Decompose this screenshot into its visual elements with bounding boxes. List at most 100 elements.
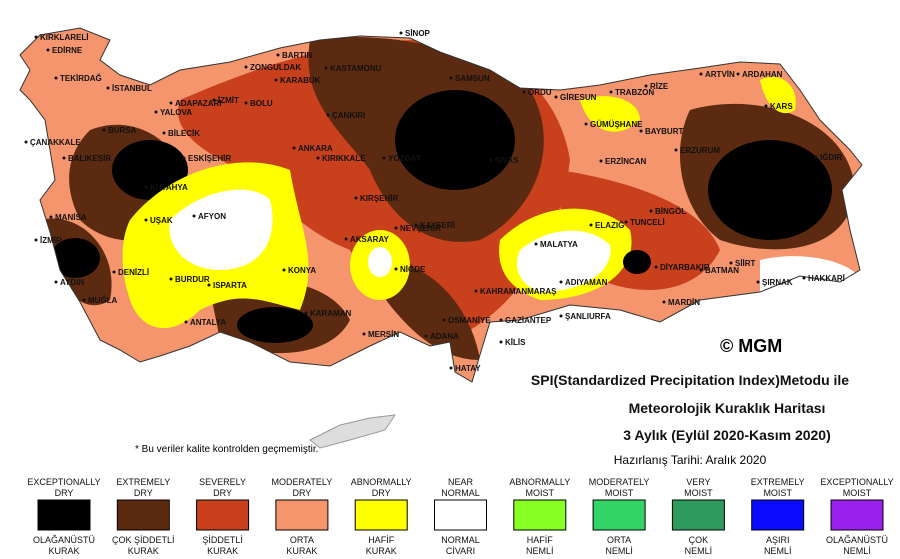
city-label: HATAY: [455, 364, 481, 373]
city-dot: [274, 78, 278, 82]
city-dot: [62, 156, 66, 160]
city-label: ÇANAKKALE: [30, 138, 81, 147]
city-label: ELAZIĞ: [595, 221, 624, 230]
city-dot: [654, 265, 658, 269]
legend-swatch: [830, 499, 884, 531]
city-dot: [102, 128, 106, 132]
legend-label-en: EXCEPTIONALLY: [27, 477, 100, 487]
legend-swatch: [37, 499, 91, 531]
legend-swatch: [196, 499, 250, 531]
city-dot: [184, 320, 188, 324]
city-dot: [162, 131, 166, 135]
city-label: MANİSA: [55, 213, 87, 222]
city-dot: [169, 101, 173, 105]
city-label: BALIKESİR: [68, 154, 111, 163]
city-dot: [736, 72, 740, 76]
city-dot: [112, 270, 116, 274]
city-dot: [144, 218, 148, 222]
city-label: KÜTAHYA: [150, 183, 188, 192]
legend-label-en: MODERATELY: [589, 477, 650, 487]
city-dot: [154, 110, 158, 114]
city-dot: [729, 261, 733, 265]
city-dot: [82, 298, 86, 302]
city-label: ISPARTA: [213, 281, 247, 290]
city-label: İZMİR: [40, 236, 62, 245]
city-dot: [169, 277, 173, 281]
city-dot: [182, 156, 186, 160]
city-label: BATMAN: [705, 266, 739, 275]
legend-label-en: ABNORMALLY: [351, 477, 412, 487]
city-label: ERZİNCAN: [605, 157, 647, 166]
legend-label-en: EXTREMELY: [116, 477, 170, 487]
city-dot: [624, 220, 628, 224]
city-label: EDİRNE: [52, 46, 83, 55]
city-label: AYDIN: [60, 278, 84, 287]
title-line: Meteorolojik Kuraklık Haritası: [629, 400, 826, 416]
city-dot: [324, 66, 328, 70]
city-label: KONYA: [288, 266, 316, 275]
city-label: ORDU: [528, 88, 552, 97]
note: * Bu veriler kalite kontrolden geçmemişt…: [135, 444, 318, 455]
legend-label-en: DRY: [55, 488, 74, 498]
legend-label-tr: ORTA: [607, 535, 631, 545]
legend-label-en: NORMAL: [441, 488, 480, 498]
city-dot: [276, 53, 280, 57]
legend-swatch: [513, 499, 567, 531]
city-dot: [522, 90, 526, 94]
city-dot: [244, 65, 248, 69]
city-label: AFYON: [198, 212, 226, 221]
legend-label-tr: ŞİDDETLİ: [202, 535, 243, 545]
city-label: MALATYA: [540, 240, 578, 249]
city-dot: [699, 72, 703, 76]
legend-label-en: DRY: [134, 488, 153, 498]
city-dot: [54, 280, 58, 284]
city-label: SAMSUN: [455, 74, 490, 83]
city-label: İSTANBUL: [112, 84, 152, 93]
title-line: SPI(Standardized Precipitation Index)Met…: [531, 372, 849, 388]
city-label: ZONGULDAK: [250, 63, 301, 72]
city-dot: [584, 122, 588, 126]
city-dot: [34, 238, 38, 242]
legend-label-tr: NORMAL: [441, 535, 480, 545]
city-dot: [644, 84, 648, 88]
city-dot: [756, 280, 760, 284]
legend-label-en: MOIST: [763, 488, 792, 498]
city-label: GÜMÜŞHANE: [590, 120, 643, 129]
city-dot: [212, 98, 216, 102]
city-dot: [699, 268, 703, 272]
city-dot: [674, 148, 678, 152]
city-label: OSMANİYE: [448, 316, 491, 325]
city-label: SİNOP: [405, 29, 431, 38]
city-dot: [424, 334, 428, 338]
city-dot: [554, 95, 558, 99]
city-label: ERZURUM: [680, 146, 720, 155]
city-label: KIRIKKALE: [322, 154, 366, 163]
legend-label-tr: AŞIRI: [766, 535, 790, 545]
cyprus: [309, 414, 397, 449]
city-dot: [362, 332, 366, 336]
city-label: KAHRAMANMARAŞ: [480, 287, 557, 296]
city-label: RİZE: [650, 82, 669, 91]
legend-label-tr: ORTA: [290, 535, 314, 545]
legend-label-tr: HAFİF: [527, 535, 554, 545]
legend-label-en: MODERATELY: [272, 477, 333, 487]
city-dot: [649, 209, 653, 213]
copyright: © MGM: [720, 336, 782, 356]
city-dot: [662, 300, 666, 304]
legend: EXCEPTIONALLYDRYOLAĞANÜSTÜKURAKEXTREMELY…: [27, 477, 893, 556]
city-dot: [599, 159, 603, 163]
city-dot: [474, 289, 478, 293]
city-label: İZMİT: [218, 96, 239, 105]
legend-label-en: MOIST: [684, 488, 713, 498]
drought-areas: [20, 28, 862, 382]
legend-label-en: MOIST: [843, 488, 872, 498]
legend-swatch: [275, 499, 329, 531]
city-label: DİYARBAKIR: [660, 263, 710, 272]
city-label: YALOVA: [160, 108, 192, 117]
city-label: BURDUR: [175, 275, 210, 284]
legend-label-en: EXTREMELY: [751, 477, 805, 487]
city-dot: [589, 223, 593, 227]
legend-label-en: ABNORMALLY: [509, 477, 570, 487]
city-dot: [292, 146, 296, 150]
